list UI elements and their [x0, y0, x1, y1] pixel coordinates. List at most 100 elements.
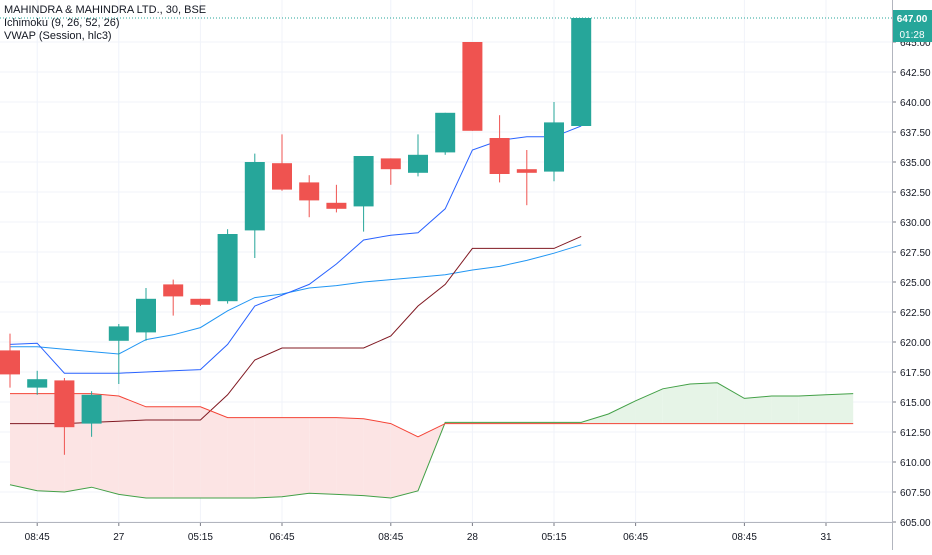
vwap-line [9, 125, 582, 374]
cloud-segment [744, 396, 772, 424]
indicator-lines [9, 125, 854, 499]
x-tick-label: 05:15 [541, 532, 566, 543]
candle-body[interactable] [190, 298, 211, 305]
candle-body[interactable] [571, 18, 592, 126]
cloud-segment [717, 382, 745, 424]
y-tick-label: 630.00 [900, 218, 931, 229]
candle-body[interactable] [489, 138, 510, 174]
candle-bullish[interactable] [81, 391, 102, 437]
y-tick-label: 637.50 [900, 128, 931, 139]
candle-body[interactable] [326, 202, 347, 209]
y-tick-label: 620.00 [900, 338, 931, 349]
last-price-value: 647.00 [897, 14, 928, 25]
cloud-segment [282, 417, 310, 497]
candle-body[interactable] [81, 394, 102, 424]
x-tick-label: 27 [113, 532, 125, 543]
base-line-line [10, 235, 582, 425]
cloud-segment [254, 417, 282, 498]
y-tick-label: 625.00 [900, 278, 931, 289]
y-tick-label: 635.00 [900, 158, 931, 169]
candle-bearish[interactable] [299, 175, 320, 218]
x-tick-label: 31 [820, 532, 832, 543]
candle-bearish[interactable] [54, 378, 75, 455]
x-tick-label: 08:45 [25, 532, 50, 543]
cloud-segment [690, 382, 718, 424]
candle-body[interactable] [136, 298, 156, 333]
candle-bullish[interactable] [108, 324, 129, 384]
cloud-segment [146, 406, 174, 498]
cloud-segment [227, 417, 255, 498]
ichimoku-legend: Ichimoku (9, 26, 52, 26) [4, 17, 120, 29]
candle-bearish[interactable] [380, 158, 401, 185]
cloud-segment [309, 417, 337, 495]
price-axis[interactable]: 605.00 607.50 610.00 612.50 615.00 617.50 620.… [892, 0, 931, 550]
x-tick-label: 05:15 [188, 532, 213, 543]
candle-bearish[interactable] [163, 279, 184, 316]
y-tick-label: 640.00 [900, 98, 931, 109]
candles[interactable] [0, 18, 592, 455]
y-tick-label: 612.50 [900, 428, 931, 439]
cloud-segment [771, 396, 799, 424]
cloud-segment [635, 388, 663, 424]
candle-bullish[interactable] [244, 153, 265, 258]
candle-body[interactable] [217, 234, 238, 302]
candle-body[interactable] [299, 182, 320, 201]
last-price-marker: 647.00 01:28 [0, 10, 932, 42]
cloud-segment [363, 418, 391, 498]
candle-bearish[interactable] [462, 42, 483, 131]
candle-body[interactable] [27, 379, 48, 388]
candle-body[interactable] [163, 284, 184, 297]
y-tick-label: 627.50 [900, 248, 931, 259]
candle-bearish[interactable] [272, 134, 292, 191]
cloud-segment [118, 396, 146, 498]
cloud-segment [662, 384, 690, 424]
candle-body[interactable] [272, 163, 292, 190]
x-tick-label: 06:45 [623, 532, 648, 543]
y-tick-label: 617.50 [900, 368, 931, 379]
candle-body[interactable] [544, 122, 564, 172]
candle-bearish[interactable] [0, 333, 20, 388]
time-axis[interactable]: 08:45 27 05:15 06:45 08:45 28 05:15 06:45 08:45 3… [0, 522, 892, 543]
cloud-segment [798, 394, 826, 424]
candle-body[interactable] [408, 154, 428, 173]
conversion-line-line [10, 244, 582, 355]
candle-body[interactable] [462, 42, 483, 131]
candle-bullish[interactable] [571, 18, 592, 126]
x-tick-label: 06:45 [269, 532, 294, 543]
candle-bearish[interactable] [489, 115, 510, 183]
cloud-segment [826, 393, 854, 424]
candle-bullish[interactable] [408, 134, 428, 177]
candle-bullish[interactable] [136, 288, 156, 341]
symbol-title: MAHINDRA & MAHINDRA LTD., 30, BSE [4, 4, 207, 16]
candle-bullish[interactable] [27, 370, 48, 395]
y-tick-label: 615.00 [900, 398, 931, 409]
candle-body[interactable] [353, 156, 374, 207]
candle-bullish[interactable] [435, 112, 456, 155]
candle-body[interactable] [380, 158, 401, 170]
chart-legend: MAHINDRA & MAHINDRA LTD., 30, BSE Ichimo… [4, 4, 206, 43]
candle-body[interactable] [54, 380, 75, 428]
candle-body[interactable] [108, 326, 129, 341]
y-tick-label: 622.50 [900, 308, 931, 319]
candle-bearish[interactable] [326, 184, 347, 213]
candle-bullish[interactable] [544, 102, 564, 182]
cloud-segment [608, 400, 636, 424]
candle-bearish[interactable] [516, 150, 537, 206]
last-price-badge [893, 10, 932, 26]
y-tick-label: 632.50 [900, 188, 931, 199]
y-tick-label: 642.50 [900, 68, 931, 79]
candle-body[interactable] [0, 350, 20, 375]
candle-bullish[interactable] [353, 156, 374, 232]
leading-span-b-line [10, 393, 854, 438]
candle-bullish[interactable] [217, 229, 238, 304]
candle-body[interactable] [244, 162, 265, 231]
cloud-segment [390, 423, 418, 498]
candle-bearish[interactable] [190, 298, 211, 306]
candle-body[interactable] [516, 169, 537, 173]
candle-body[interactable] [435, 112, 456, 153]
cloud-segment [10, 393, 38, 491]
vwap-legend: VWAP (Session, hlc3) [4, 30, 112, 42]
x-tick-label: 28 [467, 532, 479, 543]
